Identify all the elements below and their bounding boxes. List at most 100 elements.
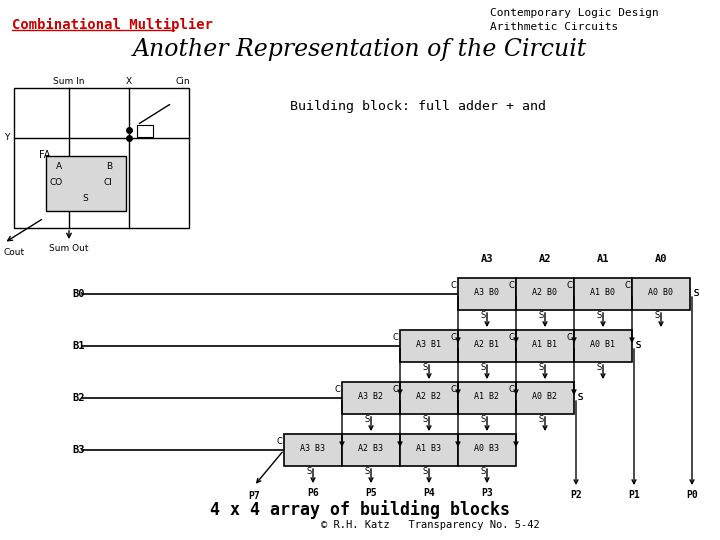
Text: Cin: Cin [176, 77, 191, 86]
Text: P4: P4 [423, 488, 435, 498]
Bar [14, 88, 189, 228]
Text: S: S [636, 341, 642, 350]
Bar [516, 278, 574, 310]
Text: P5: P5 [365, 488, 377, 498]
Text: S: S [693, 289, 698, 299]
Bar [574, 330, 632, 362]
Text: P0: P0 [686, 490, 698, 500]
Text: 4 x 4 array of building blocks: 4 x 4 array of building blocks [210, 500, 510, 519]
Text: Sum In: Sum In [53, 77, 85, 86]
Bar [458, 382, 516, 414]
Text: Arithmetic Circuits: Arithmetic Circuits [490, 22, 618, 32]
Text: C: C [450, 385, 456, 394]
Text: S: S [635, 341, 640, 350]
Text: P6: P6 [307, 488, 319, 498]
Text: FA: FA [39, 150, 50, 160]
Text: B3: B3 [72, 445, 84, 455]
Text: A2 B0: A2 B0 [533, 288, 557, 297]
Text: Contemporary Logic Design: Contemporary Logic Design [490, 8, 659, 18]
Text: S: S [481, 311, 486, 320]
Text: Y: Y [4, 133, 9, 143]
Text: A0 B2: A0 B2 [533, 392, 557, 401]
Text: C: C [566, 333, 572, 342]
Text: A2 B1: A2 B1 [474, 340, 500, 349]
Text: B1: B1 [72, 341, 84, 351]
Text: A2 B3: A2 B3 [359, 444, 384, 453]
Bar [342, 434, 400, 466]
Text: S: S [481, 415, 486, 424]
Text: S: S [423, 363, 428, 372]
Text: A1 B3: A1 B3 [416, 444, 441, 453]
Text: C: C [566, 281, 572, 290]
Text: S: S [597, 363, 602, 372]
Text: P2: P2 [570, 490, 582, 500]
Text: A0 B3: A0 B3 [474, 444, 500, 453]
Text: S: S [539, 415, 544, 424]
Text: C: C [334, 385, 340, 394]
Text: C: C [624, 281, 630, 290]
Text: S: S [481, 363, 486, 372]
Bar [458, 434, 516, 466]
Text: Cout: Cout [4, 248, 25, 257]
Text: X: X [126, 77, 132, 86]
Bar [516, 330, 574, 362]
Bar [46, 156, 126, 211]
Text: Combinational Multiplier: Combinational Multiplier [12, 18, 213, 32]
Text: CI: CI [104, 178, 113, 187]
Text: C: C [450, 281, 456, 290]
Text: S: S [577, 394, 582, 402]
Text: Sum Out: Sum Out [49, 244, 89, 253]
Text: S: S [597, 311, 602, 320]
Text: CO: CO [50, 178, 63, 187]
Text: P3: P3 [481, 488, 493, 498]
Text: S: S [365, 467, 370, 476]
Text: S: S [365, 415, 370, 424]
Text: A0: A0 [654, 254, 667, 264]
Text: A3 B3: A3 B3 [300, 444, 325, 453]
Text: Another Representation of the Circuit: Another Representation of the Circuit [133, 38, 587, 61]
Text: P7: P7 [248, 491, 260, 501]
Text: A3 B2: A3 B2 [359, 392, 384, 401]
Text: S: S [423, 467, 428, 476]
Text: A2 B2: A2 B2 [416, 392, 441, 401]
Bar [400, 434, 458, 466]
Text: C: C [392, 333, 398, 342]
Text: S: S [578, 394, 583, 402]
Bar [400, 382, 458, 414]
Text: S: S [307, 467, 312, 476]
Text: © R.H. Katz   Transparency No. 5-42: © R.H. Katz Transparency No. 5-42 [320, 520, 539, 530]
Text: C: C [508, 281, 514, 290]
Text: B2: B2 [72, 393, 84, 403]
Text: A0 B1: A0 B1 [590, 340, 616, 349]
Text: B: B [106, 162, 112, 171]
Bar [458, 330, 516, 362]
Text: A3 B0: A3 B0 [474, 288, 500, 297]
Bar [342, 382, 400, 414]
Text: A: A [56, 162, 62, 171]
Text: S: S [481, 467, 486, 476]
Text: A2: A2 [539, 254, 552, 264]
Text: A1 B0: A1 B0 [590, 288, 616, 297]
Text: Building block: full adder + and: Building block: full adder + and [290, 100, 546, 113]
Text: B0: B0 [72, 289, 84, 299]
Text: P1: P1 [628, 490, 640, 500]
Text: A1 B2: A1 B2 [474, 392, 500, 401]
Text: A1: A1 [597, 254, 609, 264]
Bar [458, 278, 516, 310]
Bar [400, 330, 458, 362]
Text: A3 B1: A3 B1 [416, 340, 441, 349]
Text: S: S [654, 311, 660, 320]
Text: C: C [276, 437, 282, 446]
Text: A3: A3 [481, 254, 493, 264]
Bar [284, 434, 342, 466]
Text: S: S [82, 194, 88, 203]
Bar [137, 125, 153, 137]
Text: A1 B1: A1 B1 [533, 340, 557, 349]
Text: S: S [539, 363, 544, 372]
Text: S: S [694, 289, 699, 299]
Text: C: C [508, 385, 514, 394]
Text: A0 B0: A0 B0 [649, 288, 673, 297]
Bar [632, 278, 690, 310]
Text: C: C [508, 333, 514, 342]
Text: C: C [392, 385, 398, 394]
